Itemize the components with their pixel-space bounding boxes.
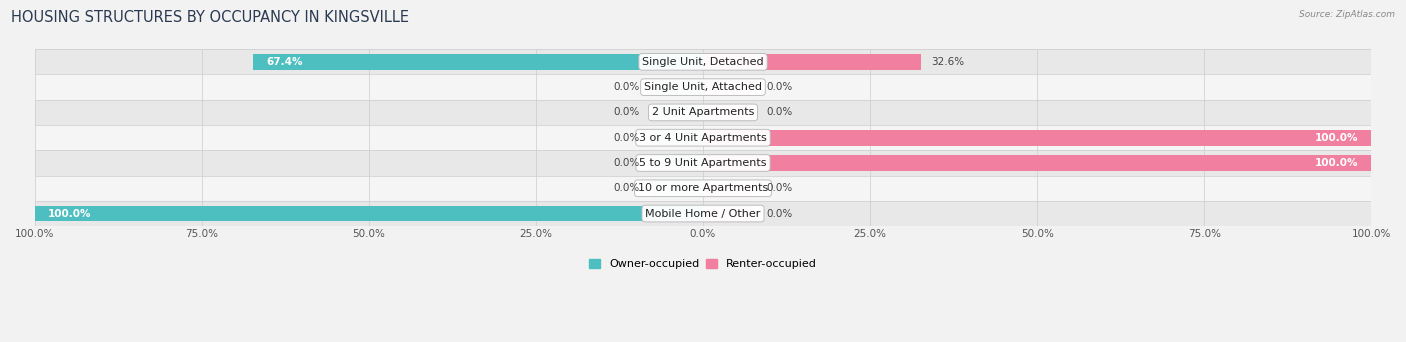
Text: 0.0%: 0.0%: [766, 183, 793, 193]
Text: 0.0%: 0.0%: [613, 82, 640, 92]
Text: Source: ZipAtlas.com: Source: ZipAtlas.com: [1299, 10, 1395, 19]
Bar: [650, 181, 703, 196]
Text: HOUSING STRUCTURES BY OCCUPANCY IN KINGSVILLE: HOUSING STRUCTURES BY OCCUPANCY IN KINGS…: [11, 10, 409, 25]
Text: 5 to 9 Unit Apartments: 5 to 9 Unit Apartments: [640, 158, 766, 168]
Text: Single Unit, Attached: Single Unit, Attached: [644, 82, 762, 92]
Bar: [35, 176, 1371, 201]
Bar: [253, 54, 703, 70]
Text: 67.4%: 67.4%: [266, 57, 302, 67]
Text: 0.0%: 0.0%: [613, 158, 640, 168]
Text: 100.0%: 100.0%: [1315, 133, 1358, 143]
Bar: [650, 79, 703, 95]
Text: 32.6%: 32.6%: [931, 57, 965, 67]
Bar: [703, 105, 756, 120]
Text: 0.0%: 0.0%: [613, 183, 640, 193]
Bar: [35, 125, 1371, 150]
Text: 0.0%: 0.0%: [613, 107, 640, 117]
Bar: [703, 155, 1371, 171]
Bar: [35, 100, 1371, 125]
Bar: [703, 130, 1371, 146]
Bar: [35, 49, 1371, 75]
Bar: [703, 181, 756, 196]
Text: 0.0%: 0.0%: [766, 107, 793, 117]
Bar: [35, 201, 1371, 226]
Bar: [703, 206, 756, 221]
Bar: [35, 206, 703, 221]
Bar: [703, 79, 756, 95]
Text: Mobile Home / Other: Mobile Home / Other: [645, 209, 761, 219]
Text: 2 Unit Apartments: 2 Unit Apartments: [652, 107, 754, 117]
Text: 100.0%: 100.0%: [48, 209, 91, 219]
Text: 0.0%: 0.0%: [613, 133, 640, 143]
Text: Single Unit, Detached: Single Unit, Detached: [643, 57, 763, 67]
Bar: [650, 105, 703, 120]
Bar: [650, 130, 703, 146]
Bar: [35, 150, 1371, 176]
Bar: [650, 155, 703, 171]
Text: 0.0%: 0.0%: [766, 82, 793, 92]
Bar: [703, 54, 921, 70]
Text: 3 or 4 Unit Apartments: 3 or 4 Unit Apartments: [640, 133, 766, 143]
Legend: Owner-occupied, Renter-occupied: Owner-occupied, Renter-occupied: [585, 255, 821, 274]
Text: 10 or more Apartments: 10 or more Apartments: [638, 183, 768, 193]
Text: 0.0%: 0.0%: [766, 209, 793, 219]
Bar: [35, 75, 1371, 100]
Text: 100.0%: 100.0%: [1315, 158, 1358, 168]
